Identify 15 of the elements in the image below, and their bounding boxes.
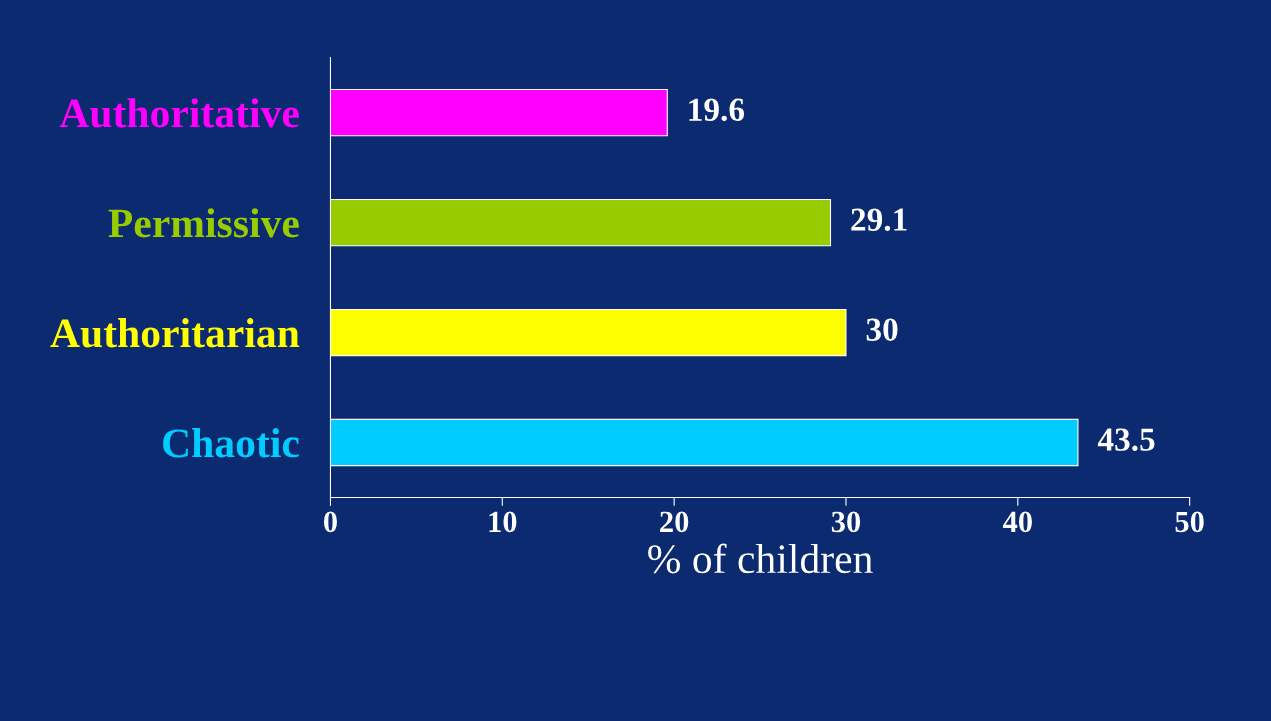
y-tick-label: Chaotic	[163, 428, 299, 458]
data-label: 30	[866, 318, 898, 341]
x-axis-title: % of children	[648, 543, 873, 574]
data-label: 43.5	[1097, 428, 1155, 451]
y-tick-label: Authoritarian	[50, 318, 300, 348]
x-tick-label: 30	[831, 511, 861, 533]
x-tick-label: 0	[323, 511, 337, 533]
x-tick-label: 50	[1175, 511, 1204, 533]
x-tick-label: 10	[489, 511, 517, 533]
x-tick-label: 40	[1002, 511, 1032, 533]
x-tick-label: 20	[660, 511, 689, 533]
data-label: 19.6	[689, 98, 745, 122]
data-label: 29.1	[851, 208, 907, 232]
y-tick-label: Permissive	[108, 208, 299, 238]
y-tick-label: Authoritative	[59, 98, 299, 128]
